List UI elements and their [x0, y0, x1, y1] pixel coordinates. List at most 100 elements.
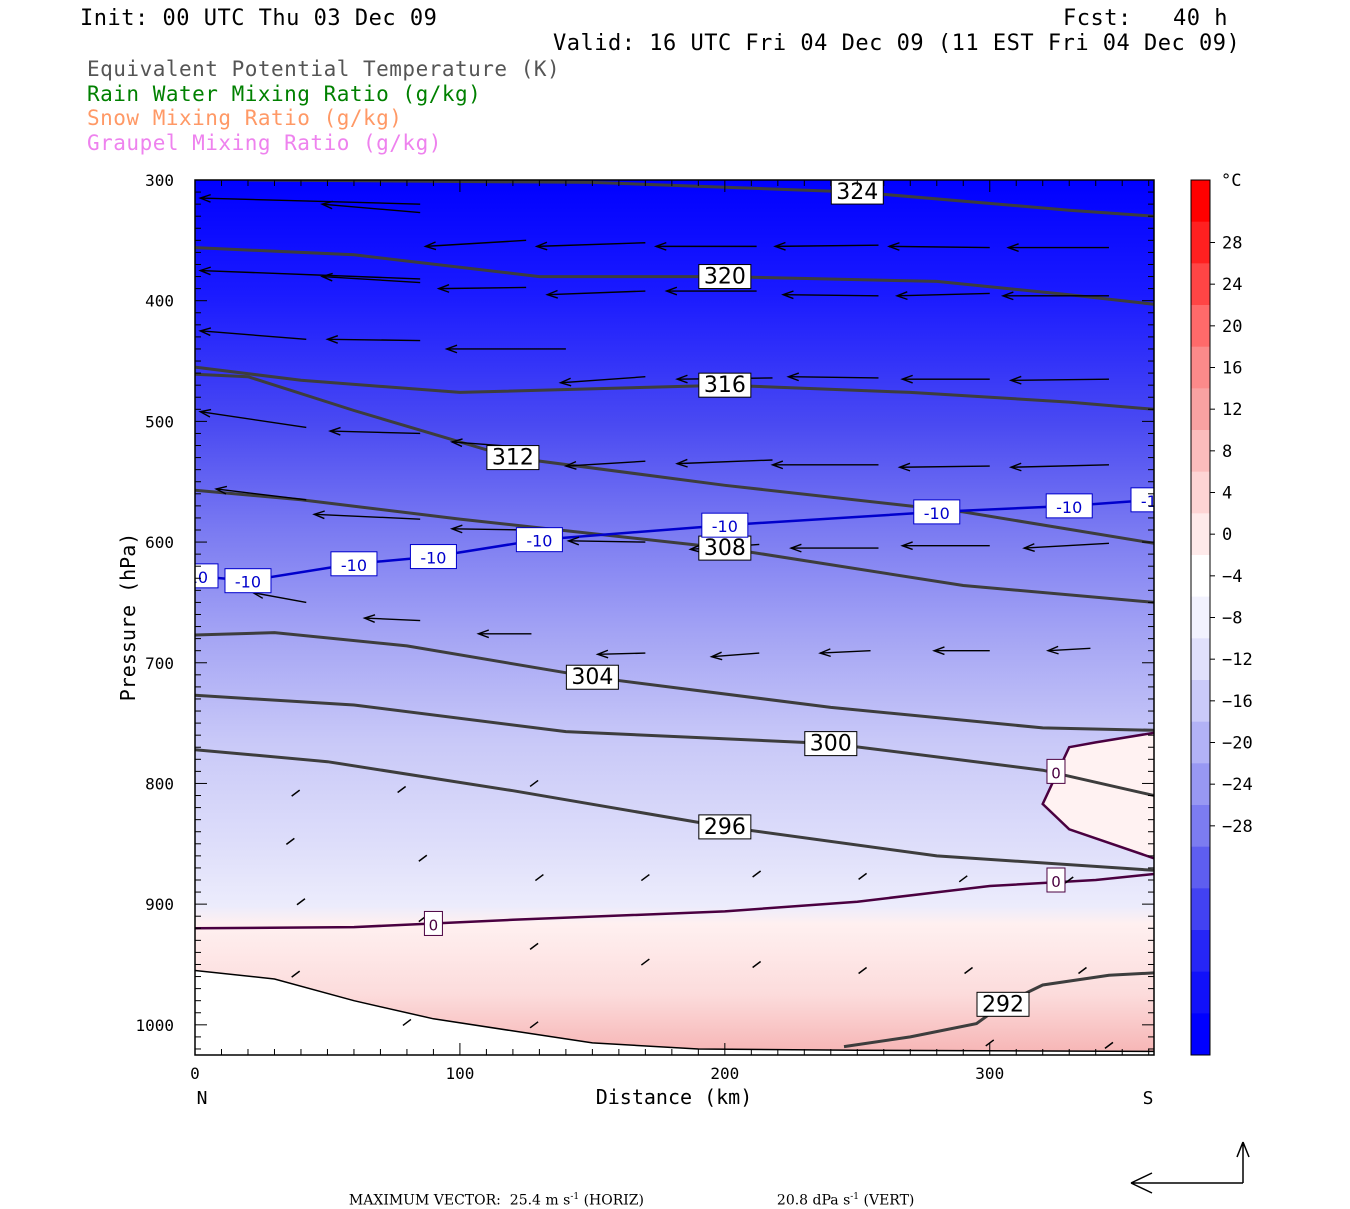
temp-label-minus10-box	[515, 527, 563, 553]
temp-label-minus10: -10	[701, 512, 749, 538]
colorbar-swatch	[1191, 971, 1210, 1014]
wind-vector-shaft	[783, 293, 879, 297]
small-wind-vector	[529, 1021, 539, 1029]
wind-vector-head	[198, 193, 211, 203]
colorbar-tick-label: 24	[1222, 275, 1242, 295]
wind-vector-shaft	[438, 286, 527, 290]
temp-label-0: 0	[1046, 758, 1066, 784]
wind-vector-head	[1045, 645, 1059, 655]
wind-vector-shaft	[536, 242, 646, 248]
theta-e-label-312-box	[486, 445, 540, 471]
theta-e-label-308: 308	[698, 535, 752, 561]
theta-e-label-296-box	[698, 814, 752, 840]
wind-vector	[198, 327, 307, 341]
wind-vector	[198, 193, 421, 205]
y-tick-label: 600	[145, 533, 174, 552]
colorbar-tick-label: −16	[1222, 692, 1253, 712]
wind-vector	[1006, 243, 1109, 253]
theta-e-label-300-text: 300	[810, 732, 852, 757]
small-wind-vector	[858, 966, 868, 975]
wind-vector-head	[709, 651, 723, 661]
wind-vector-shaft	[547, 290, 646, 296]
colorbar-swatch	[1191, 221, 1210, 264]
theta-e-label-312-text: 312	[492, 446, 534, 471]
wind-vector-shaft	[322, 203, 421, 214]
wind-vector-head	[362, 614, 376, 623]
wind-vector-head	[675, 458, 688, 468]
wind-vector	[214, 485, 307, 501]
small-wind-vector	[964, 966, 974, 975]
wind-vector-head	[781, 290, 794, 300]
wind-vector-head	[476, 629, 490, 639]
colorbar-swatch	[1191, 596, 1210, 639]
wind-vector-shaft	[253, 592, 307, 604]
wind-vector	[818, 648, 871, 658]
theta-e-label-292-text: 292	[982, 992, 1024, 1017]
colorbar-tick-label: −4	[1222, 567, 1242, 587]
temp-label-minus10-box	[224, 568, 272, 594]
colorbar-tick-label: −8	[1222, 609, 1242, 629]
wind-vector-head	[664, 286, 678, 296]
theta-e-label-304-text: 304	[571, 665, 613, 690]
legend-graupel: Graupel Mixing Ratio (g/kg)	[87, 131, 442, 155]
wind-vector-shaft	[200, 269, 421, 280]
wind-vector-head	[320, 272, 333, 282]
temp-label-minus10-box	[330, 551, 378, 577]
temp-label-0-box	[423, 910, 443, 936]
colorbar-tick-label: −12	[1222, 650, 1253, 670]
temp-label-minus10: -10	[1045, 493, 1093, 519]
wind-vector-head	[563, 461, 577, 470]
max-horiz-vector: MAXIMUM VECTOR: 25.4 m s-1 (HORIZ)	[348, 1192, 644, 1209]
small-wind-vector	[529, 942, 539, 950]
colorbar-swatch	[1191, 763, 1210, 806]
theta-e-label-316-text: 316	[704, 373, 746, 398]
wind-vector	[1022, 542, 1110, 552]
wind-vector	[1045, 645, 1091, 655]
x-tick-label: 200	[710, 1064, 739, 1083]
theta-e-contour-308	[195, 488, 1154, 604]
wind-vector	[595, 649, 646, 659]
x-left-end-label: N	[197, 1088, 208, 1109]
temp-contour-0-1	[195, 872, 1154, 930]
colorbar-swatch	[1191, 805, 1210, 848]
init-time: Init: 00 UTC Thu 03 Dec 09	[80, 6, 438, 31]
wind-vector	[770, 460, 879, 470]
small-wind-vector	[397, 785, 407, 794]
theta-e-label-324: 324	[830, 180, 884, 205]
small-wind-vector	[529, 779, 539, 788]
wind-vector	[436, 284, 527, 293]
colorbar-swatch	[1191, 721, 1210, 764]
temp-label-0-box	[1046, 867, 1066, 893]
wind-vector-shaft	[1024, 542, 1110, 549]
x-tick-label: 300	[975, 1064, 1004, 1083]
wind-vector-head	[900, 541, 913, 551]
small-wind-vector	[418, 854, 428, 862]
wind-vector-head	[688, 544, 702, 554]
wind-vector-head	[566, 536, 580, 546]
temp-label-minus10-box	[913, 499, 961, 525]
wind-vector-shaft	[322, 275, 421, 284]
temp-label-minus10-box	[409, 544, 457, 570]
colorbar-swatch	[1191, 388, 1210, 431]
temp-label-minus10-text: -10	[924, 504, 950, 523]
temp-label-0: 0	[1046, 867, 1066, 893]
wind-vector-shaft	[200, 411, 307, 429]
wind-vector-head	[786, 372, 800, 382]
y-tick-label: 700	[145, 654, 174, 673]
warm-pocket-shading	[1042, 732, 1154, 859]
theta-e-label-300-box	[804, 731, 858, 757]
small-wind-vector	[858, 872, 868, 880]
legend-snow: Snow Mixing Ratio (g/kg)	[87, 106, 403, 130]
y-axis-title: Pressure (hPa)	[116, 533, 140, 702]
theta-e-label-320-box	[698, 264, 752, 290]
wind-vector-shaft	[200, 197, 421, 205]
colorbar-swatch	[1191, 513, 1210, 556]
wind-vector	[781, 290, 879, 300]
wind-vector-shaft	[327, 338, 421, 342]
wind-vector-head	[653, 241, 667, 251]
wind-vector	[900, 374, 990, 384]
colorbar-tick-label: 28	[1222, 234, 1242, 254]
wind-vector-shaft	[597, 652, 646, 656]
wind-vector-head	[534, 241, 548, 251]
colorbar-swatch	[1191, 1013, 1210, 1056]
